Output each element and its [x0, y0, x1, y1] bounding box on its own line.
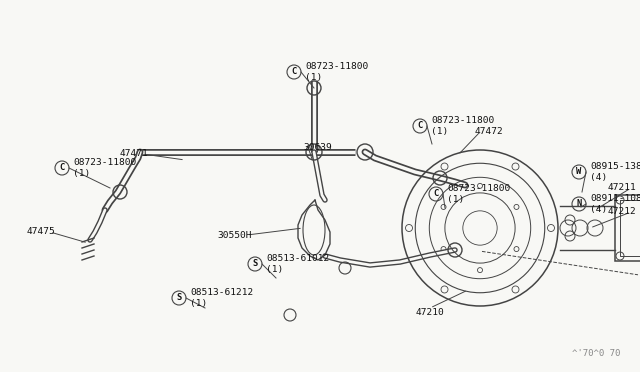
- Text: 47472: 47472: [475, 128, 504, 137]
- Text: C: C: [433, 189, 438, 199]
- Text: 30550H: 30550H: [218, 231, 252, 240]
- Text: 08723-11800
(1): 08723-11800 (1): [305, 62, 368, 82]
- Bar: [615, 195, 640, 261]
- Text: 08915-13810
(4): 08915-13810 (4): [590, 162, 640, 182]
- Text: 47211: 47211: [607, 183, 636, 192]
- Text: C: C: [291, 67, 296, 77]
- Text: 47212: 47212: [607, 208, 636, 217]
- Text: 47210: 47210: [415, 308, 444, 317]
- Text: 08723-11800
(1): 08723-11800 (1): [447, 184, 510, 204]
- Text: 08513-61212
(1): 08513-61212 (1): [190, 288, 253, 308]
- Bar: [620, 200, 640, 256]
- Text: ^'70^0 70: ^'70^0 70: [572, 349, 620, 358]
- Text: 08723-11800
(1): 08723-11800 (1): [73, 158, 136, 178]
- Text: 47471: 47471: [119, 150, 148, 158]
- Text: N: N: [577, 199, 582, 208]
- Text: C: C: [60, 164, 65, 173]
- Text: W: W: [577, 167, 582, 176]
- Text: 47475: 47475: [26, 228, 55, 237]
- Text: 08911-10837
(4): 08911-10837 (4): [590, 194, 640, 214]
- Text: S: S: [252, 260, 258, 269]
- Text: S: S: [177, 294, 182, 302]
- Text: 30639: 30639: [303, 142, 332, 151]
- Text: 08723-11800
(1): 08723-11800 (1): [431, 116, 494, 136]
- Text: 08513-61012
(1): 08513-61012 (1): [266, 254, 329, 274]
- Text: C: C: [417, 122, 422, 131]
